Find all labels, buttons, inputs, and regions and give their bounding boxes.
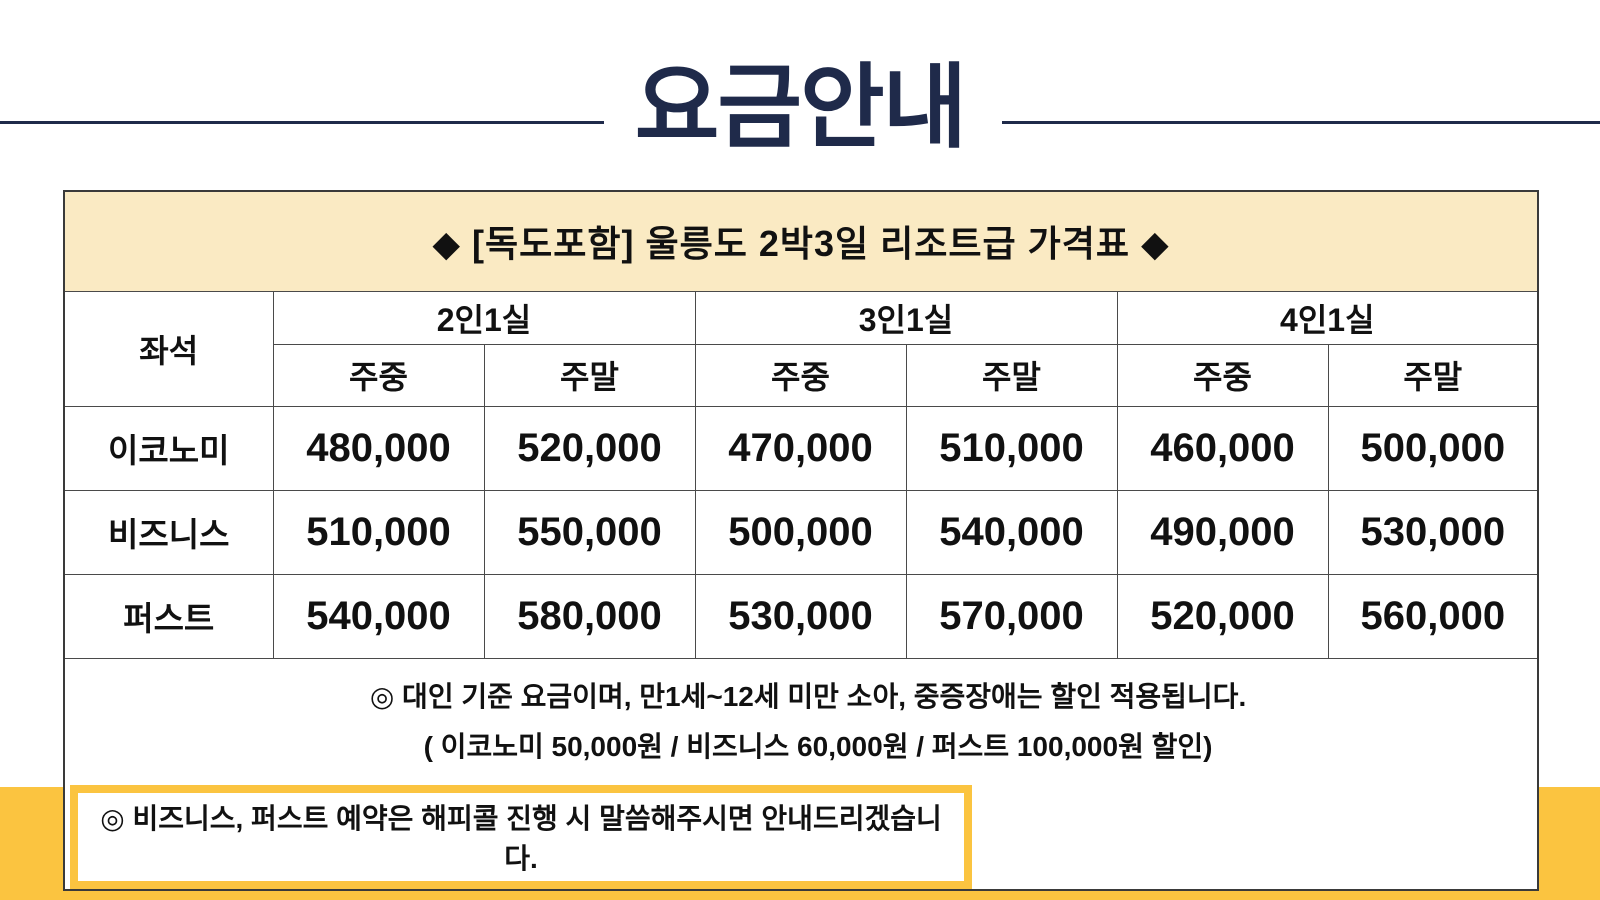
page-title: 요금안내	[634, 57, 968, 159]
price-cell: 520,000	[1116, 573, 1329, 659]
price-cell: 560,000	[1327, 573, 1539, 659]
price-cell: 570,000	[905, 573, 1118, 659]
table-row: 퍼스트 540,000 580,000 530,000 570,000 520,…	[63, 573, 1539, 659]
seat-header: 좌석	[63, 290, 274, 407]
price-cell: 530,000	[694, 573, 907, 659]
group-header-4persons: 4인1실	[1116, 290, 1539, 345]
row-label-economy: 이코노미	[63, 405, 274, 491]
price-cell: 530,000	[1327, 489, 1539, 575]
price-cell: 460,000	[1116, 405, 1329, 491]
table-caption-row: ◆ [독도포함] 울릉도 2박3일 리조트급 가격표 ◆	[63, 190, 1539, 292]
row-label-business: 비즈니스	[63, 489, 274, 575]
sub-header-weekday: 주중	[272, 343, 485, 407]
row-label-first: 퍼스트	[63, 573, 274, 659]
price-cell: 470,000	[694, 405, 907, 491]
sub-header-weekend: 주말	[905, 343, 1118, 407]
group-header-2persons: 2인1실	[272, 290, 696, 345]
price-cell: 490,000	[1116, 489, 1329, 575]
table-caption: ◆ [독도포함] 울릉도 2박3일 리조트급 가격표 ◆	[63, 190, 1539, 292]
price-cell: 480,000	[272, 405, 485, 491]
group-header-3persons: 3인1실	[694, 290, 1118, 345]
table-row: 비즈니스 510,000 550,000 500,000 540,000 490…	[63, 489, 1539, 575]
price-cell: 500,000	[694, 489, 907, 575]
title-divider-right	[1002, 121, 1600, 124]
price-cell: 510,000	[272, 489, 485, 575]
note-happycall-box: ◎ 비즈니스, 퍼스트 예약은 해피콜 진행 시 말씀해주시면 안내드리겠습니다…	[70, 784, 972, 889]
sub-header-weekend: 주말	[1327, 343, 1539, 407]
price-cell: 500,000	[1327, 405, 1539, 491]
note-discount-line1: ◎ 대인 기준 요금이며, 만1세~12세 미만 소아, 중증장애는 할인 적용…	[369, 680, 1247, 712]
price-cell: 580,000	[483, 573, 696, 659]
price-cell: 520,000	[483, 405, 696, 491]
notes-row: ◎ 대인 기준 요금이며, 만1세~12세 미만 소아, 중증장애는 할인 적용…	[63, 657, 1539, 890]
title-divider-left	[0, 121, 604, 124]
notes-area: ◎ 대인 기준 요금이며, 만1세~12세 미만 소아, 중증장애는 할인 적용…	[63, 657, 1539, 890]
price-cell: 510,000	[905, 405, 1118, 491]
note-discount-line2: ( 이코노미 50,000원 / 비즈니스 60,000원 / 퍼스트 100,…	[423, 730, 1213, 762]
sub-header-row: 주중 주말 주중 주말 주중 주말	[64, 343, 1539, 407]
sub-header-weekend: 주말	[483, 343, 696, 407]
price-cell: 540,000	[905, 489, 1118, 575]
sub-header-weekday: 주중	[1116, 343, 1329, 407]
sub-header-weekday: 주중	[694, 343, 907, 407]
table-row: 이코노미 480,000 520,000 470,000 510,000 460…	[63, 405, 1539, 491]
note-happycall-text: ◎ 비즈니스, 퍼스트 예약은 해피콜 진행 시 말씀해주시면 안내드리겠습니다…	[100, 802, 942, 874]
price-table: ◆ [독도포함] 울릉도 2박3일 리조트급 가격표 ◆ 좌석 2인1실 3인1…	[63, 190, 1540, 891]
price-cell: 550,000	[483, 489, 696, 575]
group-header-row: 좌석 2인1실 3인1실 4인1실	[63, 290, 1539, 407]
price-cell: 540,000	[272, 573, 485, 659]
